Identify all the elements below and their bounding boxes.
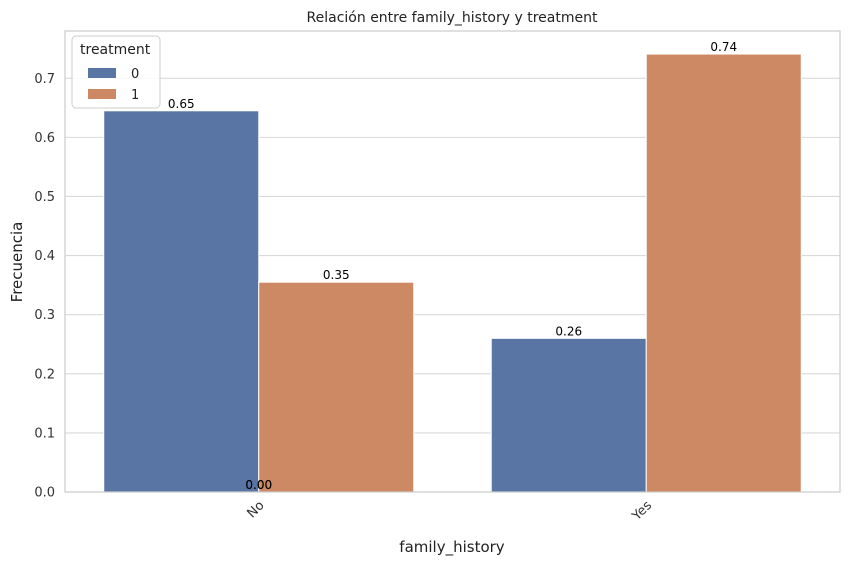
y-tick-label: 0.3 bbox=[34, 308, 55, 323]
y-axis-label: Frecuencia bbox=[8, 222, 26, 303]
bar-value-label: 0.26 bbox=[555, 324, 582, 338]
bar-value-label: 0.35 bbox=[323, 268, 350, 282]
bar-labels: 0.650.350.260.740.000.00 bbox=[168, 40, 737, 492]
legend-title: treatment bbox=[80, 42, 151, 58]
legend-swatch-0 bbox=[88, 68, 116, 78]
legend: treatment 0 1 bbox=[71, 35, 161, 109]
y-tick-label: 0.6 bbox=[34, 131, 55, 146]
y-tick-labels: 0.0 0.1 0.2 0.3 0.4 0.5 0.6 0.7 bbox=[34, 72, 55, 501]
bar-yes-series-1 bbox=[645, 53, 802, 493]
zero-value-label: 0.00 bbox=[245, 478, 272, 492]
bar-yes-series-0 bbox=[490, 337, 647, 493]
y-tick-label: 0.4 bbox=[34, 249, 55, 264]
plot-frame bbox=[64, 30, 841, 493]
bar-value-label: 0.74 bbox=[710, 40, 737, 54]
zero-value-label: 0.00 bbox=[245, 478, 272, 492]
x-axis-label: family_history bbox=[399, 538, 505, 557]
y-tick-label: 0.2 bbox=[34, 367, 55, 382]
legend-swatch-1 bbox=[88, 89, 116, 99]
bar-no-series-0 bbox=[103, 110, 260, 493]
legend-label-1: 1 bbox=[131, 88, 139, 103]
chart-title: Relación entre family_history y treatmen… bbox=[307, 10, 598, 26]
y-tick-label: 0.1 bbox=[34, 426, 55, 441]
y-tick-label: 0.7 bbox=[34, 72, 55, 87]
bar-no-series-1 bbox=[258, 281, 415, 493]
y-tick-label: 0.0 bbox=[34, 486, 55, 501]
bars bbox=[103, 53, 802, 493]
y-tick-label: 0.5 bbox=[34, 190, 55, 205]
legend-label-0: 0 bbox=[131, 67, 139, 82]
bar-value-label: 0.65 bbox=[168, 97, 195, 111]
